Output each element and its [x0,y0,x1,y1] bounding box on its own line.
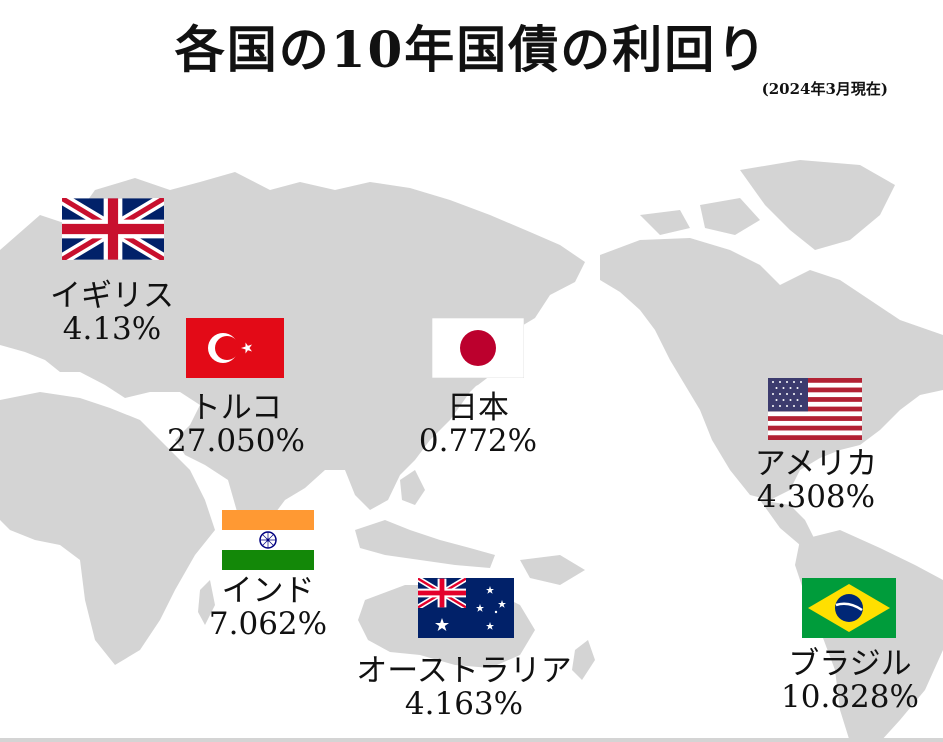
country-name: イギリス [50,278,174,314]
page-title: 各国の10年国債の利回り [174,20,769,79]
country-name: インド [221,573,315,609]
usa-flag-icon [768,378,862,440]
country-label-india: インド 7.062% [209,575,327,641]
yield-value: 4.308% [756,479,876,515]
africa [0,392,215,665]
country-label-uk: イギリス 4.13% [50,280,174,346]
yield-value: 4.13% [62,311,162,347]
country-label-australia: オーストラリア 4.163% [356,655,571,721]
country-label-turkey: トルコ 27.050% [167,392,305,458]
yield-value: 4.163% [404,686,524,722]
country-label-japan: 日本 0.772% [419,392,537,458]
country-label-brazil: ブラジル 10.828% [781,648,919,714]
date-note: (2024年3月現在) [761,80,888,98]
yield-value: 27.050% [167,423,305,459]
uk-island [44,290,70,338]
australia-flag-icon [418,578,514,638]
yield-value: 7.062% [208,606,328,642]
country-name: トルコ [189,390,283,426]
uk-flag-icon [62,198,164,260]
india-flag-icon [222,510,314,570]
country-name: ブラジル [788,646,912,682]
turkey-flag-icon [186,318,284,378]
brazil-flag-icon [802,578,896,638]
country-name: アメリカ [754,446,878,482]
yield-value: 10.828% [781,679,919,715]
japan-flag-icon [432,318,524,378]
yield-value: 0.772% [418,423,538,459]
greenland [740,160,895,250]
country-label-usa: アメリカ 4.308% [755,448,877,514]
country-name: 日本 [446,390,509,426]
country-name: オーストラリア [356,653,572,689]
